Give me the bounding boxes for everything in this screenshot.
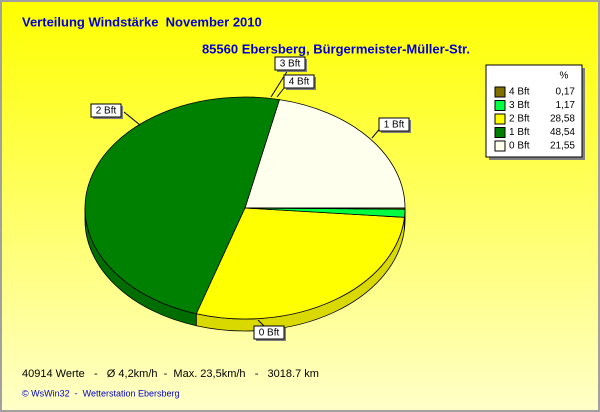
legend-swatch	[494, 100, 506, 111]
legend-value: 1,17	[556, 100, 576, 111]
callout-label: 1 Bft	[384, 120, 405, 131]
callouts: 4 Bft 3 Bft 2 Bft 1 Bft 0 Bft	[90, 56, 411, 341]
legend-swatch	[494, 140, 506, 152]
legend-label: 1 Bft	[509, 127, 530, 138]
slice	[84, 96, 280, 315]
legend-entries: 4 Bft 0,17 3 Bft 1,17 2 Bft 28,58 1 Bft 48,54 0 …	[494, 86, 576, 152]
callout-box	[253, 325, 285, 340]
legend-swatch	[494, 113, 506, 125]
slice	[244, 207, 406, 210]
callout-box	[283, 74, 315, 89]
legend-swatch	[494, 86, 506, 98]
legend-label: 4 Bft	[509, 87, 530, 98]
legend-label: 0 Bft	[509, 141, 530, 152]
callout-label: 2 Bft	[96, 106, 117, 117]
callout-label: 0 Bft	[259, 328, 280, 339]
slice	[244, 99, 406, 209]
legend-swatch	[494, 127, 506, 138]
legend-value: 21,55	[550, 141, 575, 152]
footnote: © WsWin32 - Wetterstation Ebersberg	[22, 388, 180, 398]
footnote: 40914 Werte - Ø 4,2km/h - Max. 23,5km/h …	[22, 368, 319, 380]
callout-box	[274, 56, 306, 71]
legend-value: 48,54	[550, 127, 575, 138]
legend-title: %	[560, 71, 569, 82]
legend-value: 0,17	[556, 87, 576, 98]
pie	[84, 96, 406, 332]
legend-label: 2 Bft	[509, 114, 530, 125]
legend-value: 28,58	[550, 114, 575, 125]
slice	[195, 207, 405, 320]
chart-subtitle: 85560 Ebersberg, Bürgermeister-Müller-St…	[202, 41, 470, 56]
callout-box	[378, 117, 410, 132]
chart-title: Verteilung Windstärke November 2010	[22, 14, 262, 29]
legend-label: 3 Bft	[509, 100, 530, 111]
callout-label: 4 Bft	[289, 77, 310, 88]
callout-box	[90, 103, 122, 118]
callout-label: 3 Bft	[280, 59, 301, 70]
